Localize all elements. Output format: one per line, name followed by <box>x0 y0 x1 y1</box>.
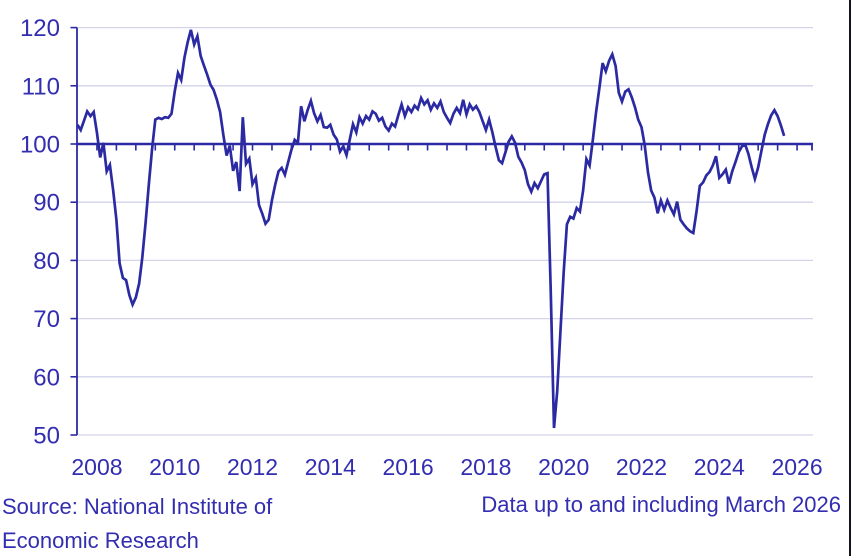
economic-tendency-chart: 50 60 70 80 90 100 110 120 2008 2010 2012 2014 2016 2… <box>20 15 823 480</box>
x-tick-label: 2026 <box>771 454 822 480</box>
x-tick-label: 2010 <box>149 454 200 480</box>
window-edge <box>849 0 851 556</box>
x-tick-label: 2022 <box>616 454 667 480</box>
indicator-series-line <box>76 29 786 429</box>
y-tick-label: 60 <box>33 364 60 391</box>
tendency-chart-svg: 50 60 70 80 90 100 110 120 2008 2010 2012 2014 2016 2… <box>20 15 823 480</box>
y-tick-label: 90 <box>33 190 60 217</box>
y-tick-label: 50 <box>33 423 60 450</box>
x-tick-label: 2024 <box>694 454 745 480</box>
x-tick-label: 2008 <box>71 454 122 480</box>
y-tick-label: 80 <box>33 248 60 275</box>
x-tick-label: 2018 <box>460 454 511 480</box>
y-tick-label: 100 <box>20 132 60 159</box>
data-note-text: Data up to and including March 2026 <box>481 492 841 517</box>
y-tick-label: 70 <box>33 306 60 333</box>
source-text: Source: National Institute of Economic R… <box>2 494 273 553</box>
x-tick-label: 2016 <box>383 454 434 480</box>
y-tick-label: 120 <box>20 15 60 42</box>
x-tick-label: 2014 <box>305 454 356 480</box>
y-tick-label: 110 <box>22 73 60 100</box>
x-tick-label: 2020 <box>538 454 589 480</box>
x-tick-label: 2012 <box>227 454 278 480</box>
